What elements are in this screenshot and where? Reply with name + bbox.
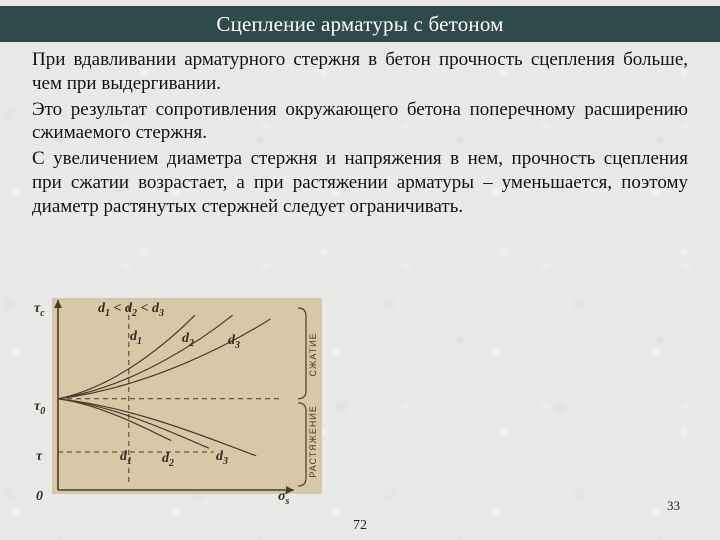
chart-label-d1_top: d1	[130, 330, 142, 347]
chart-label-sigma_s: σs	[278, 490, 289, 507]
body-text: При вдавливании арматурного стержня в бе…	[32, 48, 688, 220]
svg-text:РАСТЯЖЕНИЕ: РАСТЯЖЕНИЕ	[308, 405, 318, 478]
chart-label-d1_bot: d1	[120, 450, 132, 467]
slide-header: Сцепление арматуры с бетоном	[0, 6, 720, 42]
chart-label-d3_bot: d3	[216, 450, 228, 467]
paragraph-2: Это результат сопротивления окружающего …	[32, 98, 688, 146]
slide-title: Сцепление арматуры с бетоном	[216, 12, 503, 36]
chart-label-d2_bot: d2	[162, 452, 174, 469]
svg-text:СЖАТИЕ: СЖАТИЕ	[308, 332, 318, 376]
bond-stress-chart: СЖАТИЕ РАСТЯЖЕНИЕ τc d1 < d2 < d3 τ0 τ d1 d2 d3…	[32, 294, 332, 504]
chart-label-zero: 0	[36, 490, 43, 504]
page-number-right: 33	[667, 498, 680, 514]
chart-label-tau_0: τ0	[34, 400, 45, 417]
paragraph-1: При вдавливании арматурного стержня в бе…	[32, 48, 688, 96]
chart-label-ineq: d1 < d2 < d3	[98, 302, 164, 319]
chart-label-d3_top: d3	[228, 334, 240, 351]
chart-label-tau: τ	[36, 450, 42, 464]
chart-label-d2_top: d2	[182, 332, 194, 349]
page-number-center: 72	[0, 518, 720, 534]
paragraph-3: С увеличением диаметра стержня и напряже…	[32, 147, 688, 218]
chart-label-tau_c: τc	[34, 302, 45, 319]
chart-svg: СЖАТИЕ РАСТЯЖЕНИЕ	[32, 294, 332, 504]
